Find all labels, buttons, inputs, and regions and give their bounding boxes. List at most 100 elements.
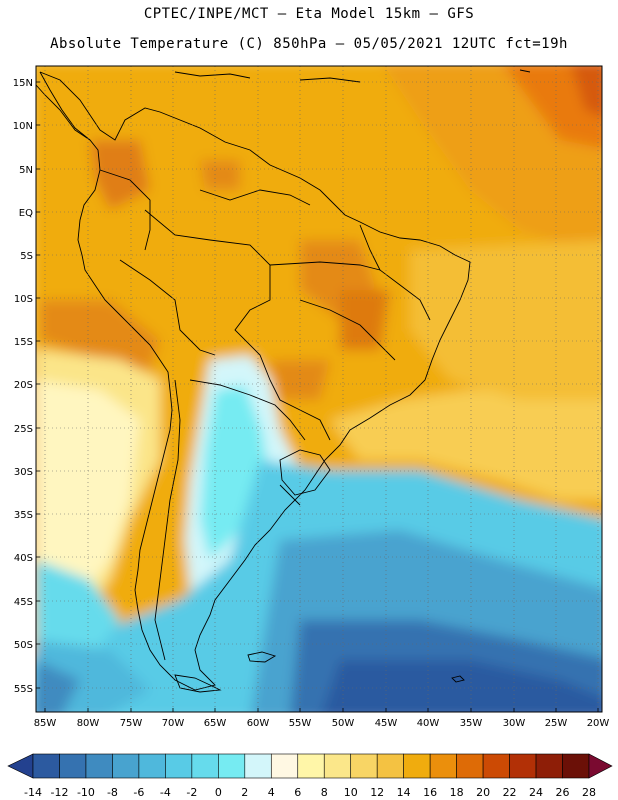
colorbar-box — [59, 753, 87, 779]
lat-label: 10S — [14, 294, 33, 305]
lat-label: 20S — [14, 380, 33, 391]
colorbar-label: 6 — [294, 786, 301, 799]
lon-label: 45W — [375, 718, 398, 729]
lat-label: 5S — [20, 251, 33, 262]
field-south-coldest — [322, 660, 602, 712]
map-frame — [35, 65, 603, 713]
lon-label: 55W — [289, 718, 312, 729]
brazil-states-b — [299, 299, 396, 361]
colorbar-label: 14 — [397, 786, 411, 799]
colorbar-label: -4 — [160, 786, 171, 799]
lat-label: 30S — [14, 467, 33, 478]
field-venezuela-warm — [200, 160, 240, 190]
field-peru-warm — [40, 300, 160, 370]
colorbar-label: 28 — [582, 786, 596, 799]
field-atlantic-yellow — [330, 390, 602, 500]
colorbar: -14 -12 -10 -8 -6 -4 -2 0 2 4 6 8 10 12 14 16 18 20 22 24 26… — [7, 753, 613, 799]
lon-label: 75W — [120, 718, 143, 729]
lon-label: 40W — [417, 718, 440, 729]
colorbar-label: -2 — [186, 786, 197, 799]
colorbar-box — [509, 753, 537, 779]
colorbar-box — [429, 753, 457, 779]
lon-label: 60W — [247, 718, 270, 729]
colorbar-box — [323, 753, 352, 779]
colorbar-label: 8 — [321, 786, 328, 799]
field-colombia-warm — [90, 140, 150, 210]
colorbar-label: 20 — [476, 786, 490, 799]
lat-label: 55S — [14, 684, 33, 695]
colorbar-box — [191, 753, 219, 779]
lon-label: 20W — [587, 718, 610, 729]
lat-label: 5N — [19, 165, 33, 176]
lon-label: 30W — [503, 718, 526, 729]
colorbar-label: -8 — [107, 786, 118, 799]
colorbar-label: 18 — [450, 786, 464, 799]
colorbar-label: 22 — [503, 786, 517, 799]
venezuela-guyana — [199, 189, 311, 206]
colorbar-box — [270, 753, 299, 779]
chart-title-line2: Absolute Temperature (C) 850hPa – 05/05/… — [50, 36, 568, 52]
colorbar-box — [244, 753, 272, 779]
colorbar-box — [482, 753, 510, 779]
lat-label: 15S — [14, 337, 33, 348]
colorbar-label: 24 — [529, 786, 543, 799]
field-argentina-colder — [200, 385, 270, 560]
lon-label: 70W — [162, 718, 185, 729]
colorbar-label: -14 — [24, 786, 42, 799]
field-ne-hot — [504, 66, 602, 149]
colorbar-label: 10 — [344, 786, 358, 799]
lat-label: 35S — [14, 510, 33, 521]
chart-title-line1: CPTEC/INPE/MCT – Eta Model 15km – GFS — [143, 6, 475, 22]
south-america-coast — [36, 71, 471, 691]
field-pacific-southwest-cold — [36, 660, 80, 712]
field-central-brazil-hot — [340, 290, 390, 350]
uruguay-outline — [279, 449, 331, 496]
falklands — [247, 651, 277, 663]
colorbar-box — [456, 753, 484, 779]
lat-label: 40S — [14, 553, 33, 564]
colorbar-label: 0 — [215, 786, 222, 799]
colorbar-label: 12 — [370, 786, 384, 799]
lon-label: 65W — [204, 718, 227, 729]
rio-de-la-plata — [279, 484, 301, 506]
argentina-north-border — [189, 379, 306, 441]
colorbar-label: 26 — [556, 786, 570, 799]
lat-label: 10N — [13, 121, 33, 132]
south-georgia — [451, 675, 465, 683]
colombia-border — [99, 169, 151, 251]
lon-label: 50W — [332, 718, 355, 729]
central-america-coast — [39, 71, 91, 141]
colorbar-box — [297, 753, 325, 779]
axis-ticks — [36, 81, 599, 712]
colorbar-box — [535, 753, 563, 779]
field-ne-hottest — [571, 66, 602, 117]
brazil-border-west — [144, 209, 331, 441]
argentina-chile-border — [154, 379, 181, 661]
brazil-states-c — [359, 224, 381, 271]
colorbar-box — [218, 753, 246, 779]
colorbar-label: -12 — [50, 786, 68, 799]
colorbar-box — [376, 753, 404, 779]
colorbar-box — [165, 753, 193, 779]
coastlines — [36, 69, 531, 693]
lon-label: 35W — [460, 718, 483, 729]
colorbar-label: 2 — [241, 786, 248, 799]
lon-label: 85W — [34, 718, 57, 729]
colorbar-arrow-high — [588, 753, 613, 779]
colorbar-label: 4 — [268, 786, 275, 799]
colorbar-box — [32, 753, 60, 779]
colorbar-box — [350, 753, 378, 779]
field-paraguay-warm — [270, 360, 330, 400]
colorbar-arrow-low — [7, 753, 34, 779]
peru-bolivia-border — [119, 259, 216, 356]
field-atlantic-gold — [410, 240, 602, 400]
colorbar-box — [85, 753, 113, 779]
lon-label: 25W — [545, 718, 568, 729]
colorbar-label: -10 — [77, 786, 95, 799]
latitude-labels: 15N 10N 5N EQ 5S 10S 15S 20S 25S 30S 35S… — [13, 78, 33, 695]
lat-label: 25S — [14, 424, 33, 435]
colorbar-box — [112, 753, 140, 779]
lat-label: 15N — [13, 78, 33, 89]
lat-label: 50S — [14, 640, 33, 651]
